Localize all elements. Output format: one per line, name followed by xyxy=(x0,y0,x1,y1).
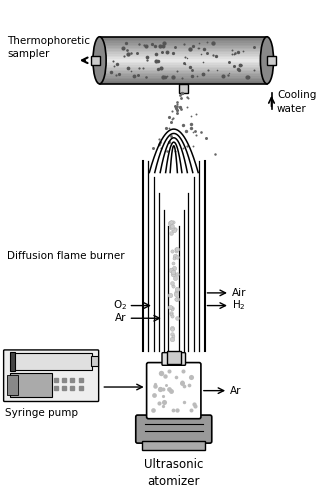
Text: Ar: Ar xyxy=(115,313,127,323)
Text: Thermophoretic
sampler: Thermophoretic sampler xyxy=(7,36,90,59)
Bar xyxy=(100,74,267,76)
Bar xyxy=(267,56,276,65)
Bar xyxy=(100,40,267,42)
Bar xyxy=(90,356,98,366)
Bar xyxy=(100,42,267,43)
Bar xyxy=(100,73,267,74)
Bar xyxy=(100,70,267,71)
Bar xyxy=(12,352,92,370)
Bar xyxy=(100,48,267,50)
Bar xyxy=(100,50,267,51)
Bar xyxy=(100,62,267,64)
Bar xyxy=(100,46,267,48)
Bar xyxy=(100,68,267,70)
Text: O$_2$: O$_2$ xyxy=(113,298,127,312)
FancyBboxPatch shape xyxy=(146,362,201,418)
Bar xyxy=(100,80,267,82)
Text: Ar: Ar xyxy=(230,386,241,396)
Bar xyxy=(90,56,100,65)
Bar xyxy=(166,351,181,364)
Bar xyxy=(100,56,267,57)
Bar xyxy=(100,79,267,80)
Bar xyxy=(100,37,267,38)
Bar xyxy=(100,66,267,68)
Text: H$_2$: H$_2$ xyxy=(232,298,245,312)
Text: Cooling
water: Cooling water xyxy=(277,90,316,114)
FancyBboxPatch shape xyxy=(162,352,185,366)
Text: Diffusion flame burner: Diffusion flame burner xyxy=(7,251,125,261)
Text: Ultrasonic
atomizer: Ultrasonic atomizer xyxy=(144,458,204,488)
Bar xyxy=(100,43,267,44)
Bar xyxy=(100,57,267,58)
Bar xyxy=(100,60,267,62)
Bar xyxy=(100,51,267,52)
Bar xyxy=(142,442,205,450)
Bar xyxy=(100,44,267,46)
Bar xyxy=(7,375,18,395)
Bar xyxy=(143,161,204,351)
Bar xyxy=(100,37,267,84)
Bar xyxy=(100,54,267,56)
Bar xyxy=(179,84,188,93)
FancyBboxPatch shape xyxy=(3,350,99,402)
Text: Syringe pump: Syringe pump xyxy=(4,408,78,418)
FancyBboxPatch shape xyxy=(136,415,212,443)
Bar xyxy=(100,78,267,79)
Bar xyxy=(100,76,267,78)
Bar xyxy=(10,352,16,370)
Bar xyxy=(100,38,267,40)
Bar xyxy=(100,52,267,54)
Bar xyxy=(100,82,267,84)
Bar xyxy=(100,65,267,66)
Bar xyxy=(100,72,267,73)
Ellipse shape xyxy=(260,37,274,84)
Ellipse shape xyxy=(93,37,106,84)
Bar xyxy=(100,64,267,65)
Bar xyxy=(10,374,52,397)
Text: Air: Air xyxy=(232,288,246,298)
Bar xyxy=(100,58,267,60)
